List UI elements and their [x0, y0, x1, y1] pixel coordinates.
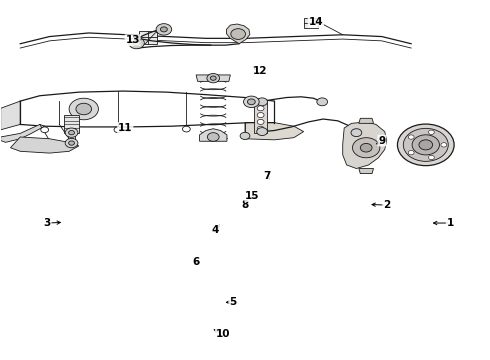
Bar	[140, 31, 157, 44]
Circle shape	[65, 138, 78, 148]
Circle shape	[257, 126, 264, 131]
Text: 9: 9	[378, 136, 385, 145]
Circle shape	[160, 27, 167, 32]
Text: 5: 5	[229, 297, 236, 307]
Polygon shape	[0, 125, 45, 142]
Bar	[254, 102, 267, 134]
Text: 10: 10	[216, 329, 230, 339]
Text: 11: 11	[118, 123, 132, 133]
Circle shape	[408, 150, 414, 155]
Circle shape	[403, 129, 448, 161]
Text: 7: 7	[263, 171, 270, 181]
Circle shape	[441, 143, 447, 147]
Text: 1: 1	[446, 218, 454, 228]
Circle shape	[247, 99, 255, 105]
Bar	[64, 116, 79, 133]
Text: 8: 8	[242, 200, 248, 210]
Circle shape	[182, 126, 190, 132]
Circle shape	[244, 96, 259, 108]
Polygon shape	[0, 101, 20, 130]
Text: 4: 4	[212, 225, 220, 235]
Circle shape	[69, 141, 74, 145]
Polygon shape	[226, 24, 250, 44]
Circle shape	[69, 98, 98, 120]
Circle shape	[156, 24, 172, 35]
Text: 12: 12	[252, 66, 267, 76]
Circle shape	[257, 128, 268, 135]
Circle shape	[428, 130, 434, 134]
Text: 2: 2	[383, 200, 391, 210]
Polygon shape	[359, 118, 373, 123]
Circle shape	[408, 135, 414, 139]
Circle shape	[207, 73, 220, 83]
Circle shape	[257, 113, 264, 118]
Circle shape	[397, 124, 454, 166]
Circle shape	[257, 98, 268, 106]
Text: 13: 13	[125, 35, 140, 45]
Polygon shape	[245, 123, 304, 140]
Circle shape	[133, 41, 140, 45]
Circle shape	[257, 106, 264, 111]
Circle shape	[317, 98, 328, 106]
Circle shape	[129, 37, 145, 49]
Circle shape	[412, 135, 440, 155]
Bar	[68, 128, 75, 142]
Circle shape	[240, 132, 250, 139]
Circle shape	[257, 120, 264, 125]
Text: 15: 15	[245, 191, 260, 201]
Text: 3: 3	[44, 218, 51, 228]
Bar	[304, 18, 318, 28]
Polygon shape	[199, 129, 227, 141]
Circle shape	[231, 29, 245, 40]
Circle shape	[210, 76, 216, 80]
Circle shape	[419, 140, 433, 150]
Polygon shape	[359, 168, 373, 174]
Circle shape	[351, 129, 362, 136]
Circle shape	[41, 127, 49, 133]
Text: 14: 14	[309, 17, 323, 27]
Circle shape	[114, 127, 122, 133]
Circle shape	[76, 103, 92, 115]
Text: 6: 6	[193, 257, 200, 267]
Circle shape	[360, 143, 372, 152]
Polygon shape	[196, 75, 230, 81]
Polygon shape	[10, 137, 79, 153]
Circle shape	[65, 128, 78, 137]
Polygon shape	[343, 122, 387, 168]
Circle shape	[352, 138, 380, 158]
Circle shape	[207, 133, 219, 141]
Circle shape	[69, 131, 74, 135]
Circle shape	[428, 155, 434, 159]
